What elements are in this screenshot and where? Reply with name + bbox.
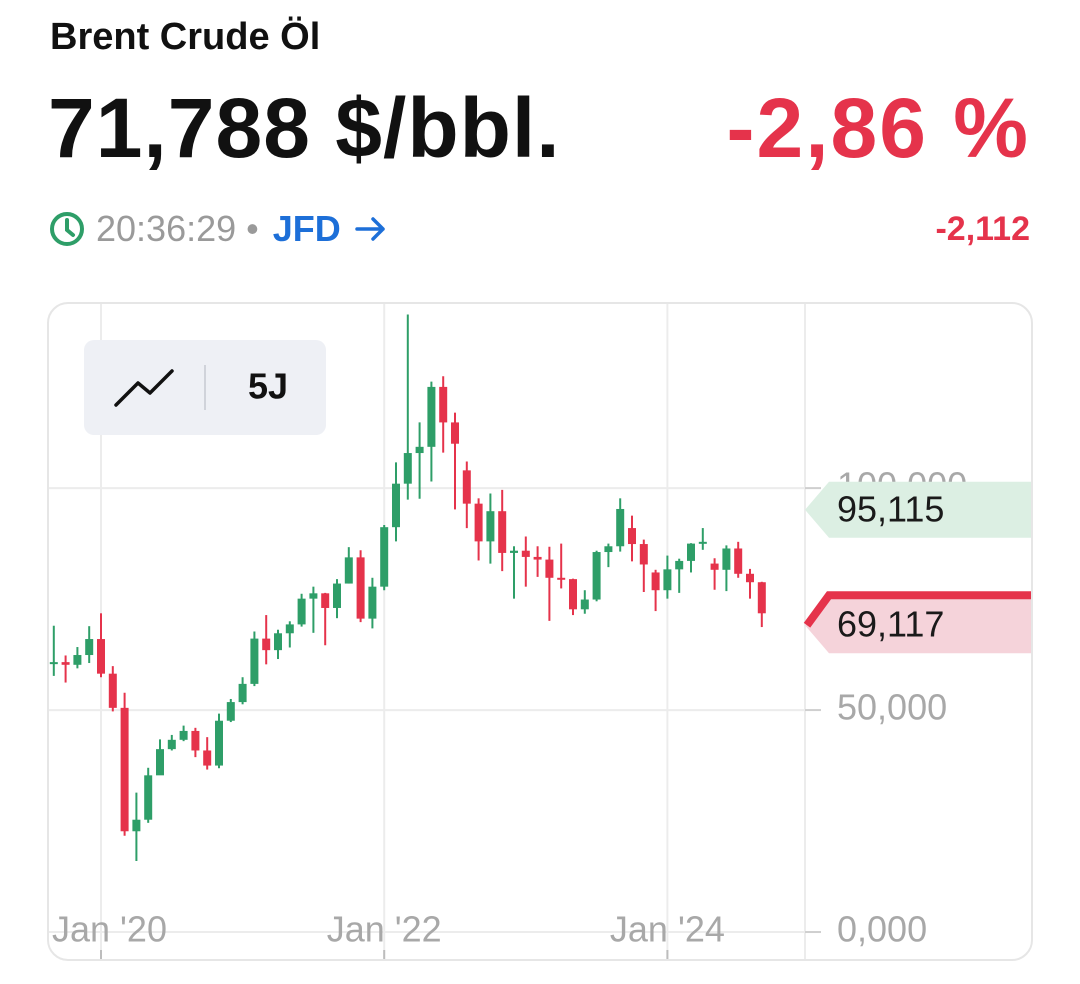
candle-body [191, 730, 200, 751]
candle-body [580, 599, 589, 610]
candle-body [415, 446, 424, 454]
price-tag-label: 95,115 [837, 488, 944, 529]
candle-body [616, 508, 625, 547]
candle-body [498, 511, 507, 553]
candle-body [710, 563, 719, 570]
candle-body [356, 557, 365, 619]
candle-body [156, 749, 164, 776]
candle-body [262, 638, 271, 651]
y-tick-label: 0,000 [837, 909, 927, 950]
meta-row: 20:36:29 • JFD [48, 208, 391, 250]
candle-body [368, 586, 377, 619]
source-link[interactable]: JFD [272, 208, 341, 249]
range-label[interactable]: 5J [248, 366, 288, 407]
candle-body [521, 550, 530, 557]
candle-body [179, 730, 188, 740]
separator: • [246, 208, 259, 249]
candle-body [215, 720, 223, 766]
candle-body [486, 511, 495, 542]
candle-body [734, 548, 743, 574]
candle-body [309, 593, 318, 599]
candle-body [439, 386, 448, 423]
arrow-icon[interactable] [351, 211, 391, 247]
price-tag [805, 597, 1031, 654]
candle-body [49, 662, 58, 665]
candle-body [61, 662, 70, 665]
candle-body [285, 624, 294, 634]
candle-body [344, 557, 353, 584]
change-absolute: -2,112 [935, 210, 1030, 248]
candle-body [462, 470, 471, 504]
range-control[interactable]: 5J [84, 340, 326, 435]
candle-body [687, 543, 695, 561]
price: 71,788 $/bbl. [48, 81, 561, 175]
candle-body [167, 739, 176, 750]
candle-body [132, 819, 141, 832]
candle-body [333, 583, 341, 608]
x-tick-label: Jan '22 [327, 909, 442, 950]
chart-card [47, 302, 1033, 961]
candle-body [403, 453, 412, 484]
price-tag-label: 69,117 [837, 604, 944, 645]
candle-body [474, 503, 483, 542]
candle-body [757, 582, 766, 614]
candle-body [321, 593, 330, 608]
y-tick-label: 50,000 [837, 687, 947, 728]
candle-body [226, 702, 235, 721]
candle-body [557, 577, 566, 580]
price-tag [805, 481, 1031, 538]
time: 20:36:29 [96, 208, 237, 249]
candle-body [238, 683, 247, 703]
candle-body [274, 633, 282, 651]
candle-body [628, 528, 636, 545]
candle-body [533, 556, 542, 560]
change-percent: -2,86 % [726, 81, 1030, 175]
candle-body [569, 579, 577, 610]
candle-body [97, 639, 105, 674]
candle-body [651, 572, 660, 591]
candle-body [250, 638, 259, 684]
price-tag-edge [803, 591, 1031, 628]
x-tick-label: Jan '20 [52, 909, 167, 950]
candle-body [297, 598, 306, 625]
clock-icon [50, 212, 84, 246]
candle-body [85, 639, 94, 656]
candle-body [108, 673, 117, 708]
candle-body [203, 750, 212, 766]
candle-body [663, 569, 672, 591]
instrument-title: Brent Crude Öl [50, 16, 321, 58]
candle-body [746, 573, 754, 583]
candle-body [427, 386, 436, 447]
candle-body [639, 544, 648, 565]
candle-body [451, 422, 459, 444]
candle-body [392, 483, 400, 528]
candle-body [675, 560, 684, 570]
candle-body [120, 707, 129, 832]
candle-body [604, 546, 613, 553]
candle-body [592, 552, 601, 600]
candle-body [510, 550, 518, 553]
line-chart-icon [114, 369, 174, 407]
candle-body [698, 541, 707, 544]
x-tick-label: Jan '24 [610, 909, 725, 950]
candle-body [722, 548, 731, 570]
candle-body [545, 559, 554, 578]
candle-body [73, 655, 82, 665]
candle-body [380, 527, 389, 587]
candle-body [144, 775, 153, 820]
